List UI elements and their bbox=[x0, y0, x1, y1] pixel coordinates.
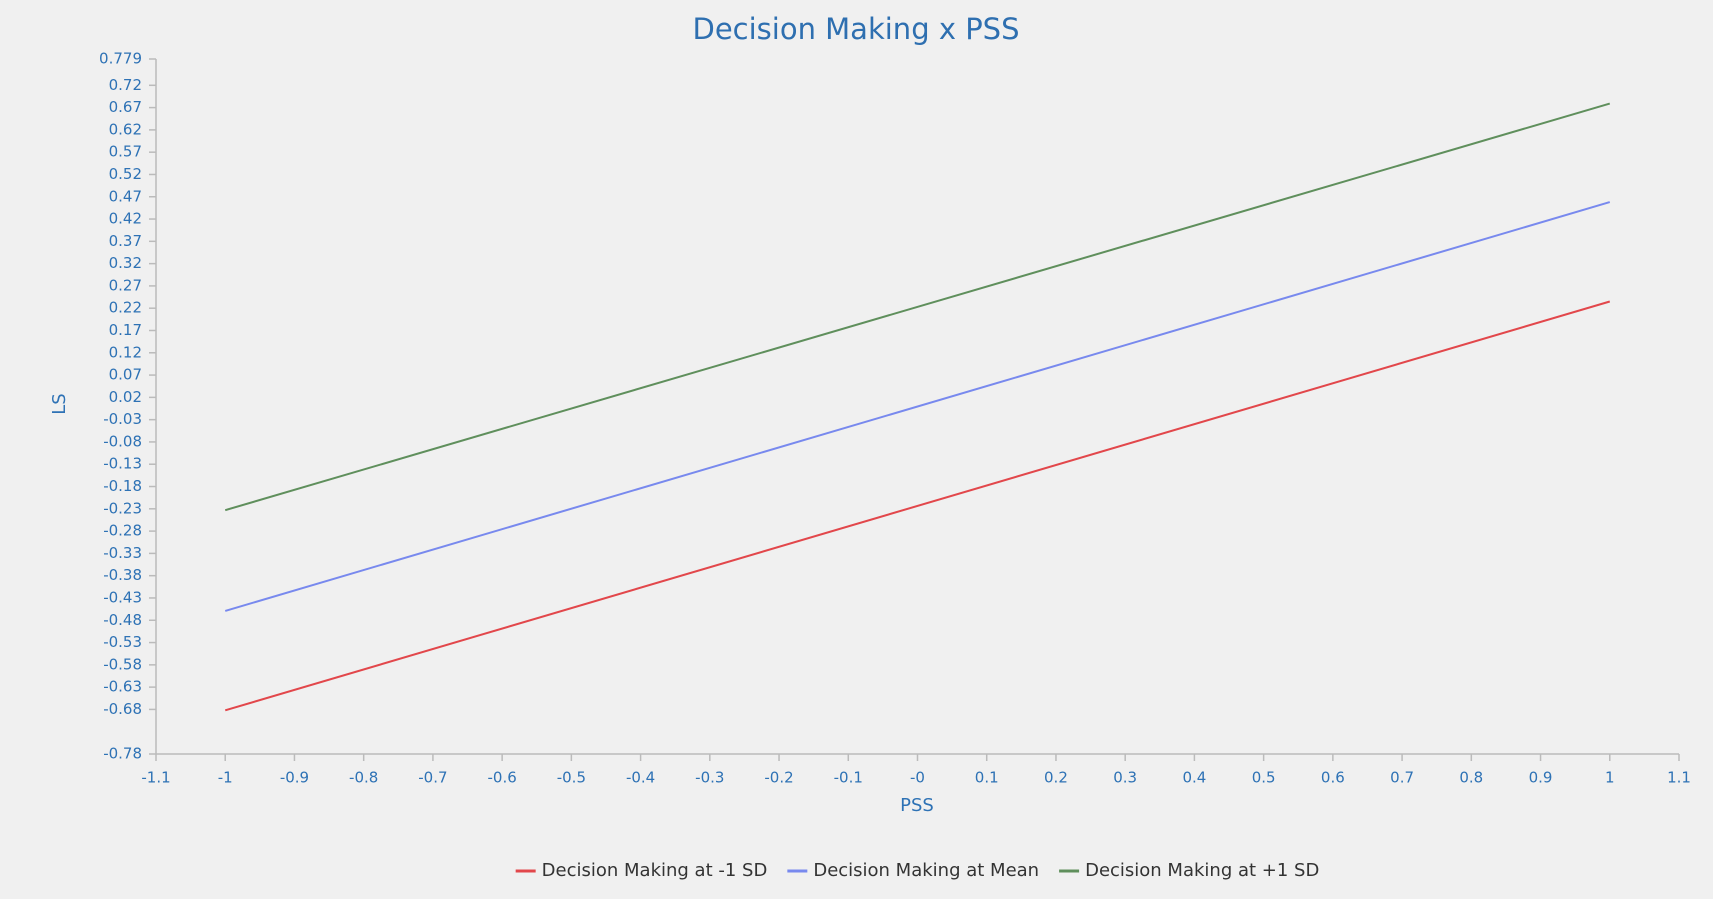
y-tick-label: 0.37 bbox=[109, 232, 142, 250]
x-tick-label: -0.6 bbox=[487, 769, 516, 787]
x-tick-label: -0.8 bbox=[349, 769, 378, 787]
x-tick-label: 1.1 bbox=[1667, 769, 1691, 787]
y-axis-title: LS bbox=[49, 393, 70, 414]
y-tick-label: 0.02 bbox=[109, 388, 142, 406]
y-tick-label: 0.57 bbox=[109, 143, 142, 161]
line bbox=[224, 201, 1611, 612]
line bbox=[224, 300, 1611, 712]
line bbox=[224, 102, 1611, 512]
y-tick-label: 0.62 bbox=[109, 120, 142, 138]
x-tick-label: 0.9 bbox=[1529, 769, 1553, 787]
x-tick-label: -0.9 bbox=[280, 769, 309, 787]
x-tick-label: 0.2 bbox=[1044, 769, 1068, 787]
y-tick-label: 0.52 bbox=[109, 165, 142, 183]
y-tick-label: -0.53 bbox=[103, 633, 142, 651]
y-tick-label: 0.12 bbox=[109, 343, 142, 361]
x-tick-label: -1 bbox=[218, 769, 233, 787]
y-tick-label: -0.78 bbox=[103, 745, 142, 763]
y-tick-label: -0.48 bbox=[103, 611, 142, 629]
x-tick-label: 0.8 bbox=[1459, 769, 1483, 787]
y-tick-label: 0.72 bbox=[109, 76, 142, 94]
y-tick-label: -0.58 bbox=[103, 655, 142, 673]
y-tick-label: -0.33 bbox=[103, 544, 142, 562]
chart-title: Decision Making x PSS bbox=[692, 12, 1019, 46]
x-tick-label: -1.1 bbox=[141, 769, 170, 787]
x-tick-label: -0.7 bbox=[418, 769, 447, 787]
y-tick-label: -0.68 bbox=[103, 700, 142, 718]
x-tick-label: 1 bbox=[1605, 769, 1615, 787]
x-tick-label: -0 bbox=[910, 769, 925, 787]
legend-label: Decision Making at +1 SD bbox=[1085, 860, 1319, 881]
y-tick-label: 0.07 bbox=[109, 366, 142, 384]
y-tick-label: -0.18 bbox=[103, 477, 142, 495]
x-tick-label: -0.2 bbox=[764, 769, 793, 787]
y-tick-label: -0.38 bbox=[103, 566, 142, 584]
y-tick-label: -0.13 bbox=[103, 455, 142, 473]
y-tick-label: 0.22 bbox=[109, 299, 142, 317]
y-tick-label: -0.28 bbox=[103, 522, 142, 540]
y-tick-label: 0.27 bbox=[109, 276, 142, 294]
y-tick-label: -0.43 bbox=[103, 588, 142, 606]
x-tick-label: 0.5 bbox=[1252, 769, 1276, 787]
x-tick-label: -0.1 bbox=[834, 769, 863, 787]
y-tick-label: 0.42 bbox=[109, 210, 142, 228]
x-tick-label: -0.5 bbox=[557, 769, 586, 787]
y-tick-label: -0.03 bbox=[103, 410, 142, 428]
y-tick-label: 0.17 bbox=[109, 321, 142, 339]
x-tick-label: 0.3 bbox=[1113, 769, 1137, 787]
y-tick-label: -0.08 bbox=[103, 432, 142, 450]
y-tick-label: 0.67 bbox=[109, 98, 142, 116]
x-tick-label: 0.4 bbox=[1182, 769, 1206, 787]
x-tick-label: -0.4 bbox=[626, 769, 655, 787]
x-tick-label: -0.3 bbox=[695, 769, 724, 787]
x-tick-label: 0.7 bbox=[1390, 769, 1414, 787]
y-tick-label: 0.47 bbox=[109, 187, 142, 205]
x-tick-label: 0.6 bbox=[1321, 769, 1345, 787]
y-tick-label: 0.779 bbox=[99, 50, 142, 68]
y-tick-label: -0.63 bbox=[103, 678, 142, 696]
x-tick-label: 0.1 bbox=[975, 769, 999, 787]
y-tick-label: -0.23 bbox=[103, 499, 142, 517]
x-axis-title: PSS bbox=[900, 795, 934, 816]
legend-label: Decision Making at Mean bbox=[813, 860, 1039, 881]
y-tick-label: 0.32 bbox=[109, 254, 142, 272]
legend-label: Decision Making at -1 SD bbox=[542, 860, 768, 881]
